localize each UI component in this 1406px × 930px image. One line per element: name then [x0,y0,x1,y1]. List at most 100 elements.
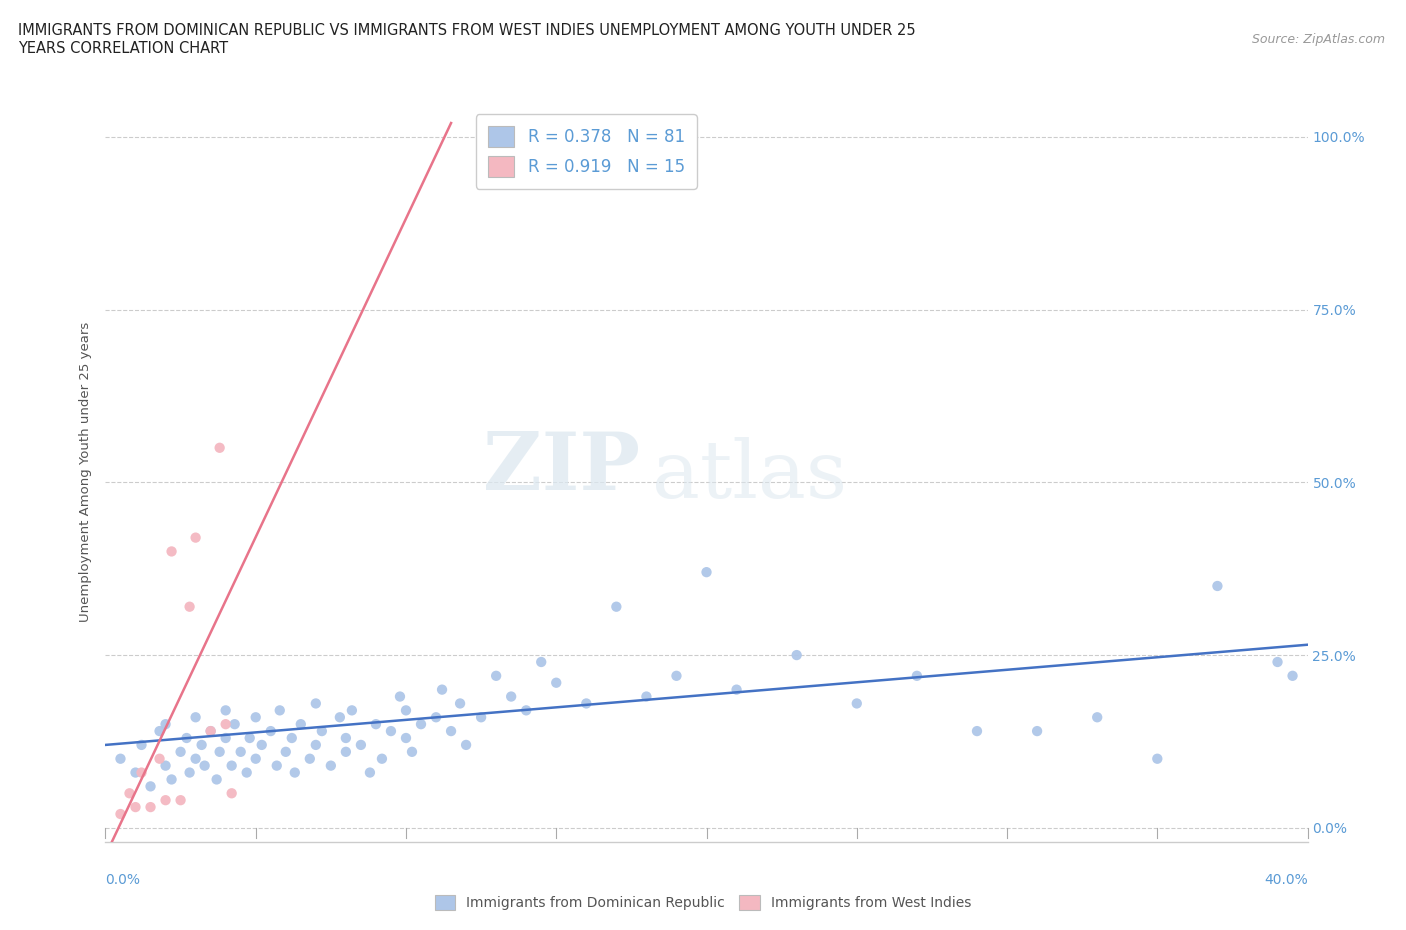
Point [139,800,162,815]
Point [1267,655,1289,670]
Point [311,724,333,738]
Text: ZIP: ZIP [484,430,640,507]
Point [290,717,312,732]
Point [110,806,132,821]
Point [786,647,808,662]
Point [274,744,297,759]
Text: atlas: atlas [652,437,848,514]
Point [205,772,228,787]
Point [350,737,373,752]
Point [440,724,463,738]
Point [636,689,658,704]
Point [131,765,153,780]
Point [359,765,381,780]
Point [470,710,492,724]
Point [1026,724,1049,738]
Point [449,696,471,711]
Point [176,731,198,746]
Point [905,669,928,684]
Point [485,669,508,684]
Point [364,717,387,732]
Point [169,792,191,807]
Point [1085,710,1108,724]
Point [605,599,627,614]
Text: 0.0%: 0.0% [105,872,141,886]
Point [335,744,357,759]
Point [546,675,568,690]
Point [160,544,183,559]
Text: IMMIGRANTS FROM DOMINICAN REPUBLIC VS IMMIGRANTS FROM WEST INDIES UNEMPLOYMENT A: IMMIGRANTS FROM DOMINICAN REPUBLIC VS IM… [18,23,915,56]
Point [224,717,246,732]
Point [575,696,598,711]
Point [388,689,411,704]
Point [371,751,394,766]
Point [239,731,262,746]
Point [155,717,177,732]
Point [208,744,231,759]
Point [235,765,257,780]
Point [124,800,146,815]
Point [696,565,718,579]
Point [200,724,222,738]
Point [266,758,288,773]
Point [515,703,537,718]
Text: 40.0%: 40.0% [1264,872,1308,886]
Point [229,744,252,759]
Point [1146,751,1168,766]
Point [194,758,217,773]
Point [298,751,321,766]
Point [530,655,553,670]
Point [179,599,201,614]
Point [250,737,273,752]
Point [380,724,402,738]
Point [190,737,212,752]
Point [214,717,236,732]
Y-axis label: Unemployment Among Youth under 25 years: Unemployment Among Youth under 25 years [79,322,93,622]
Point [118,786,141,801]
Point [214,703,236,718]
Point [1206,578,1229,593]
Point [401,744,423,759]
Point [454,737,477,752]
Point [148,724,170,738]
Point [184,751,207,766]
Point [245,751,267,766]
Point [305,696,328,711]
Point [395,703,418,718]
Point [425,710,447,724]
Text: Source: ZipAtlas.com: Source: ZipAtlas.com [1251,33,1385,46]
Point [221,786,243,801]
Point [139,779,162,794]
Legend: R = 0.378   N = 81, R = 0.919   N = 15: R = 0.378 N = 81, R = 0.919 N = 15 [477,114,696,189]
Point [1281,669,1303,684]
Point [179,765,201,780]
Point [281,731,304,746]
Point [184,530,207,545]
Point [395,731,418,746]
Point [269,703,291,718]
Point [169,744,191,759]
Point [148,751,170,766]
Point [214,731,236,746]
Point [329,710,352,724]
Point [966,724,988,738]
Point [305,737,328,752]
Point [260,724,283,738]
Point [845,696,868,711]
Point [131,737,153,752]
Point [124,765,146,780]
Point [110,751,132,766]
Point [184,710,207,724]
Point [155,758,177,773]
Point [208,440,231,455]
Point [501,689,523,704]
Point [221,758,243,773]
Point [155,792,177,807]
Point [335,731,357,746]
Point [665,669,688,684]
Point [319,758,342,773]
Legend: Immigrants from Dominican Republic, Immigrants from West Indies: Immigrants from Dominican Republic, Immi… [429,889,977,916]
Point [430,683,453,698]
Point [725,683,748,698]
Point [340,703,363,718]
